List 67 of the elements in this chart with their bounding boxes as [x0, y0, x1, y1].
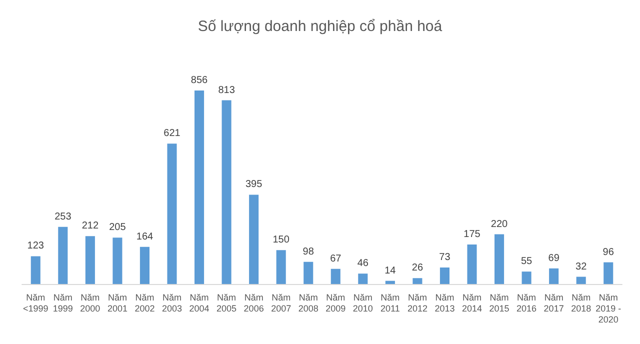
data-label: 69	[548, 252, 560, 264]
data-label: 856	[190, 75, 208, 86]
data-label: 32	[576, 261, 588, 272]
x-tick-label: Năm 2016	[516, 292, 537, 314]
bar	[330, 268, 340, 284]
bar	[58, 226, 68, 284]
x-tick-label: Năm 2009	[326, 292, 346, 314]
data-label: 621	[164, 128, 181, 140]
chart-title: Số lượng doanh nghiệp cổ phần hoá	[198, 18, 443, 35]
bar	[467, 244, 477, 284]
x-tick-label: Năm 2004	[189, 292, 210, 314]
x-tick-label: Năm 2011	[380, 292, 400, 314]
x-tick-label: Năm 2014	[462, 292, 482, 314]
bar	[276, 250, 286, 284]
data-label: 164	[136, 231, 154, 242]
bar	[194, 90, 204, 284]
data-label: 26	[412, 262, 424, 274]
bar	[412, 278, 422, 284]
x-tick-label: Năm <1999	[22, 292, 48, 314]
x-tick-label: Năm 2007	[271, 292, 292, 314]
bar	[576, 276, 586, 284]
data-label: 220	[490, 218, 508, 230]
data-label: 253	[54, 211, 72, 222]
x-tick-label: Năm 2018	[571, 292, 592, 314]
data-label: 55	[520, 256, 533, 268]
data-label: 46	[357, 258, 369, 270]
data-label: 67	[330, 253, 342, 264]
data-label: 395	[245, 179, 263, 190]
x-tick-label: Năm 2006	[244, 292, 264, 314]
data-label: 150	[272, 234, 290, 246]
x-tick-label: Năm 2005	[216, 292, 237, 314]
data-label: 96	[602, 246, 614, 258]
x-tick-label: Năm 2010	[352, 292, 373, 314]
bar	[494, 234, 504, 284]
x-tick-label: Năm 2008	[298, 292, 318, 314]
data-label: 73	[439, 252, 451, 263]
bar	[385, 280, 395, 284]
x-tick-label: Năm 2013	[434, 292, 455, 314]
x-tick-label: Năm 2001	[107, 292, 128, 314]
data-label: 98	[302, 246, 314, 258]
x-tick-label: Năm 2012	[407, 292, 428, 314]
data-label: 813	[218, 84, 236, 96]
x-tick-label: Năm 2003	[162, 292, 182, 314]
bar	[304, 262, 314, 284]
bar	[549, 268, 559, 284]
bar	[358, 274, 368, 284]
data-label: 14	[384, 265, 396, 276]
bar	[604, 262, 614, 284]
bar	[30, 256, 40, 284]
bar	[440, 268, 450, 284]
x-tick-label: Năm 2019 - 2020	[596, 292, 622, 324]
data-label: 175	[464, 228, 481, 240]
data-label: 205	[109, 222, 126, 234]
x-tick-label: Năm 2002	[134, 292, 155, 314]
bar	[167, 144, 177, 284]
data-label: 123	[27, 240, 44, 252]
x-tick-label: Năm 2000	[80, 292, 100, 314]
x-tick-label: Năm 1999	[52, 292, 73, 314]
bar	[522, 272, 532, 284]
bar	[249, 194, 259, 284]
bar	[85, 236, 95, 284]
bar	[112, 238, 122, 284]
data-label: 212	[82, 220, 99, 232]
x-tick-label: Năm 2017	[544, 292, 564, 314]
bar	[222, 100, 232, 284]
x-tick-label: Năm 2015	[489, 292, 510, 314]
bar	[140, 246, 150, 284]
